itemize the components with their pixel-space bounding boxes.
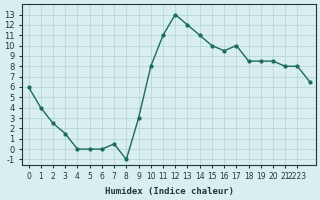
X-axis label: Humidex (Indice chaleur): Humidex (Indice chaleur) [105, 187, 234, 196]
